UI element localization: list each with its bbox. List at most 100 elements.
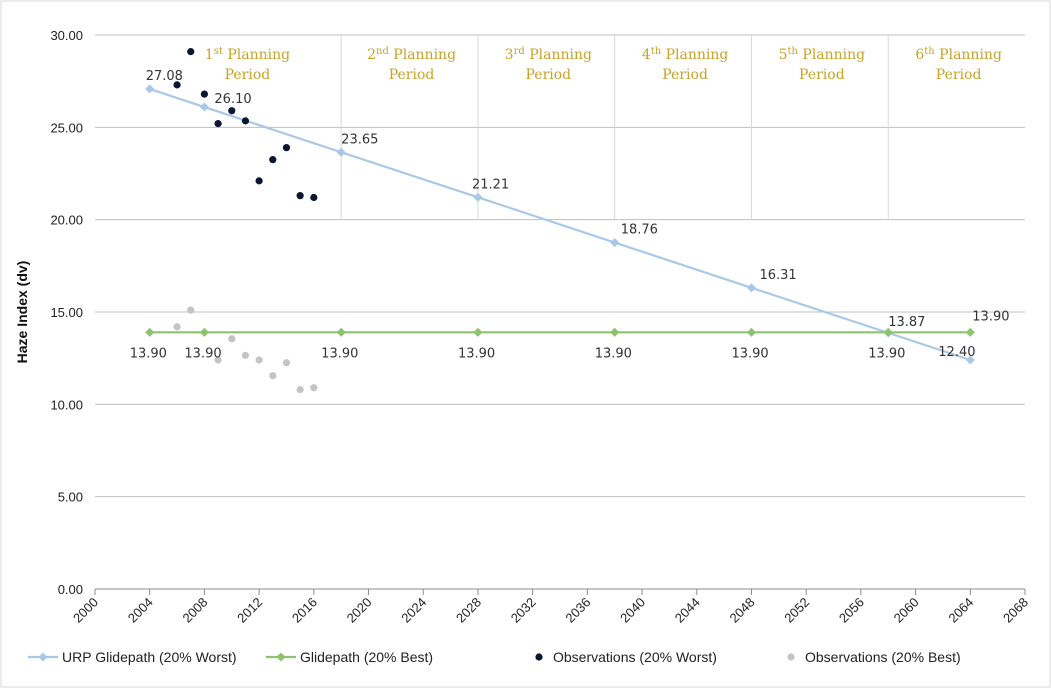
scatter-point-3 [310,384,318,392]
planning-period-label-line2: Period [936,67,982,83]
planning-period-label-line1: 6th Planning [915,46,1002,64]
best-glidepath-data-label: 13.90 [458,346,495,361]
y-tick-label: 0.00 [58,582,83,597]
scatter-point-3 [296,385,304,394]
urp-data-label: 26.10 [214,92,251,107]
planning-period-label-line2: Period [526,67,572,83]
planning-period-label-line1: 4th Planning [642,46,729,64]
grid-layer [95,34,1025,590]
legend-dot-swatch [787,653,795,661]
planning-period-word: Planning [798,47,865,63]
series-marker-1 [199,327,209,337]
scatter-point-2 [296,192,304,200]
planning-period-label-line1: 5th Planning [779,46,866,64]
planning-period-label-line1: 1st Planning [205,46,290,64]
planning-period-ordinal: 4 [642,47,651,63]
scatter-point-2 [214,120,222,128]
series-marker-0 [473,192,483,202]
legend-label: URP Glidepath (20% Worst) [62,649,237,665]
planning-period-ordinal-suffix: rd [514,46,526,57]
urp-data-label: 18.76 [621,223,658,238]
series-marker-0 [145,84,155,94]
best-glidepath-data-label: 13.90 [595,346,632,361]
series-marker-0 [199,102,209,112]
legend-dot-swatch [535,653,543,661]
scatter-point-2 [200,90,209,98]
planning-period-ordinal: 5 [779,47,788,63]
y-tick-label: 20.00 [50,213,83,228]
planning-periods: 1st Planning Period 2nd Planning Period 3rd … [205,35,1002,220]
y-axis-title: Haze Index (dv) [14,261,30,364]
scatter-point-3 [187,306,195,314]
planning-period-word: Planning [661,47,728,63]
legend-item: Glidepath (20% Best) [266,649,433,665]
legend-marker-swatch [276,652,286,662]
best-glidepath-data-label: 13.90 [321,346,358,361]
planning-period-label-line2: Period [225,67,271,83]
planning-period-label-line2: Period [799,67,845,83]
planning-period-ordinal-suffix: th [924,46,935,57]
urp-data-label: 23.65 [341,132,378,147]
y-tick-label: 5.00 [58,490,83,505]
series-marker-1 [883,327,893,337]
best-glidepath-data-label: 13.90 [972,309,1009,324]
scatter-point-3 [255,356,263,364]
scatter-point-2 [282,144,291,152]
legend-item: Observations (20% Worst) [535,649,717,665]
best-glidepath-data-label: 13.90 [731,346,768,361]
best-glidepath-data-label: 13.90 [130,346,167,361]
best-glidepath-data-label: 13.90 [184,346,221,361]
planning-period-ordinal-suffix: nd [376,46,389,57]
planning-period-ordinal-suffix: st [214,46,223,57]
planning-period-word: Planning [389,47,456,63]
planning-period-ordinal: 2 [367,47,376,63]
legend: URP Glidepath (20% Worst) Glidepath (20% … [28,649,961,665]
data-labels: 27.08 26.10 23.65 21.21 18.76 16.31 13.87 12.40… [130,69,1010,361]
series-marker-0 [746,283,756,293]
planning-period-label-line2: Period [662,67,708,83]
scatter-point-3 [241,351,250,359]
planning-period-word: Planning [935,47,1002,63]
planning-period-word: Planning [223,47,290,63]
scatter-point-3 [282,359,291,367]
planning-period-label-line1: 3rd Planning [505,46,592,64]
scatter-point-3 [269,372,277,380]
scatter-point-3 [173,323,181,331]
planning-period-word: Planning [525,47,592,63]
y-tick-label: 25.00 [50,120,83,135]
best-glidepath-data-label: 13.90 [868,346,905,361]
urp-data-label: 13.87 [888,315,925,330]
urp-data-label: 27.08 [146,69,183,84]
scatter-point-2 [187,48,195,56]
legend-item: Observations (20% Best) [787,649,961,665]
scatter-point-2 [228,107,236,115]
legend-label: Observations (20% Best) [805,649,961,665]
planning-period-ordinal-suffix: th [651,46,662,57]
series-line-0 [149,87,971,362]
scatter-point-2 [255,177,263,185]
urp-data-label: 21.21 [472,177,509,192]
y-tick-label: 15.00 [50,305,83,320]
legend-label: Glidepath (20% Best) [300,649,433,665]
scatter-point-3 [228,335,236,343]
planning-period-ordinal: 1 [205,47,214,63]
series-marker-1 [145,327,155,337]
planning-period-ordinal: 6 [915,47,924,63]
scatter-point-2 [241,117,250,125]
planning-period-ordinal: 3 [505,47,514,63]
scatter-point-2 [173,81,181,89]
scatter-point-3 [214,356,222,364]
planning-period-label-line2: Period [389,67,435,83]
series-marker-1 [965,327,975,337]
series-marker-1 [610,327,620,337]
urp-data-label: 12.40 [938,345,975,360]
scatter-point-2 [269,156,277,164]
scatter-point-2 [310,193,318,202]
planning-period-label-line1: 2nd Planning [367,46,456,64]
legend-label: Observations (20% Worst) [553,649,717,665]
series-marker-1 [746,327,756,337]
